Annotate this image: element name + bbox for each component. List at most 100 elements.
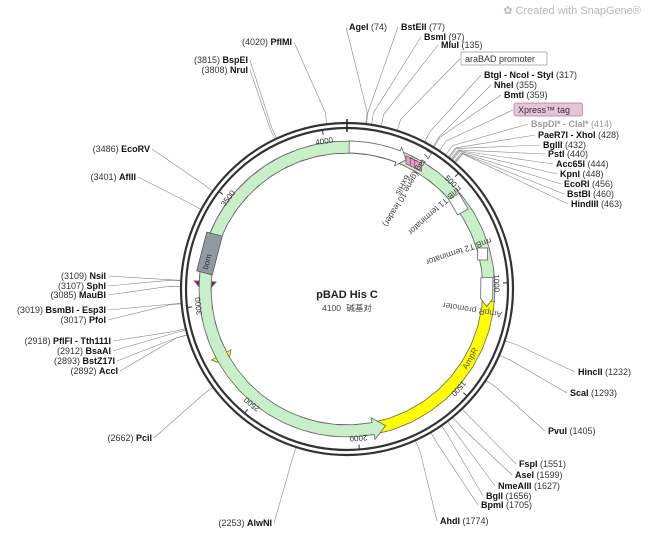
- rrnb-t1-box: [448, 192, 469, 216]
- site-kpni[interactable]: KpnI (448): [560, 169, 604, 179]
- site-position: (2918): [24, 336, 53, 346]
- leader-line-bstbi: [454, 153, 565, 195]
- site-arabad-promoter[interactable]: araBAD promoter: [460, 51, 548, 66]
- site-name: PciI: [136, 433, 152, 443]
- site-text: (3808) NruI: [201, 65, 248, 75]
- site-nsii[interactable]: (3109) NsiI: [61, 271, 106, 281]
- site-bglii[interactable]: BglII (432): [543, 140, 586, 150]
- site-nhei[interactable]: NheI (355): [494, 80, 537, 90]
- site-hincii[interactable]: HincII (1232): [578, 367, 631, 377]
- site-bspei[interactable]: (3815) BspEI: [194, 55, 248, 65]
- site-position: (2893): [54, 356, 83, 366]
- leader-line-btgi-ncoi-styi: [424, 74, 482, 142]
- site-position: (432): [563, 140, 587, 150]
- site-xpress-tag[interactable]: Xpress™ tag: [513, 102, 583, 117]
- leader-line-bpmi: [430, 433, 479, 506]
- site-position: (1656): [503, 491, 532, 501]
- leader-line-agei: [345, 26, 368, 124]
- site-pvui[interactable]: PvuI (1405): [548, 426, 596, 436]
- tick-4000: [321, 129, 324, 135]
- site-pflmi[interactable]: (4020) PflMI: [242, 37, 292, 47]
- site-agei[interactable]: AgeI (74): [349, 22, 387, 32]
- site-name: ScaI: [570, 388, 589, 398]
- site-name: BspEI: [222, 55, 248, 65]
- site-pfoi[interactable]: (3017) PfoI: [60, 315, 106, 325]
- site-alwni[interactable]: (2253) AlwNI: [218, 518, 272, 528]
- leader-line-bsmi: [371, 36, 422, 124]
- site-name: AhdI: [440, 516, 460, 526]
- site-sphi[interactable]: (3107) SphI: [58, 281, 106, 291]
- site-scai[interactable]: ScaI (1293): [570, 388, 617, 398]
- site-ahdi[interactable]: AhdI (1774): [440, 516, 489, 526]
- site-paer7i-xhoi[interactable]: PaeR7I - XhoI (428): [538, 130, 619, 140]
- site-acc65i[interactable]: Acc65I (444): [556, 159, 609, 169]
- label-leader-lines: [107, 26, 576, 524]
- site-bstbi[interactable]: BstBI (460): [567, 189, 614, 199]
- leader-line-scai: [499, 355, 568, 394]
- site-position: (1705): [504, 500, 533, 510]
- site-maubi[interactable]: (3085) MauBI: [50, 290, 106, 300]
- site-pflfi-tth111i[interactable]: (2918) PflFI - Tth111I: [24, 336, 111, 346]
- leader-line-hincii: [505, 340, 576, 373]
- feature-arabad-promoter[interactable]: [348, 140, 407, 167]
- site-bspdi-clai[interactable]: BspDI* - ClaI* (414): [531, 119, 612, 129]
- site-text: (3815) BspEI: [194, 55, 248, 65]
- site-bsaai[interactable]: (2912) BsaAI: [57, 346, 111, 356]
- leader-line-bmti: [434, 94, 502, 147]
- leader-line-bspdi-clai: [445, 123, 529, 155]
- site-bsmbi-esp3i[interactable]: (3019) BsmBI - Esp3I: [17, 305, 106, 315]
- site-text: (3109) NsiI: [61, 271, 106, 281]
- site-position: (456): [590, 179, 614, 189]
- site-bsmi[interactable]: BsmI (97): [424, 32, 465, 42]
- site-bstz17i[interactable]: (2893) BstZ17I: [54, 356, 115, 366]
- site-labels[interactable]: AgeI (74) BstEII (77)BsmI (97)MluI (135) a…: [17, 22, 631, 528]
- leader-line-nsii: [107, 275, 181, 281]
- site-name: AflII: [119, 172, 136, 182]
- site-position: (317): [554, 70, 578, 80]
- site-position: (3017): [60, 315, 89, 325]
- site-text: BsmI (97): [424, 32, 465, 42]
- site-name: AccI: [99, 366, 118, 376]
- site-bgli[interactable]: BglI (1656): [486, 491, 532, 501]
- site-text: BspDI* - ClaI* (414): [531, 119, 612, 129]
- site-name: BstZ17I: [82, 356, 115, 366]
- site-bmti[interactable]: BmtI (359): [504, 90, 548, 100]
- site-aflii[interactable]: (3401) AflII: [90, 172, 136, 182]
- site-acci[interactable]: (2892) AccI: [70, 366, 118, 376]
- site-ecorv[interactable]: (3486) EcoRV: [93, 144, 150, 154]
- site-btgi-ncoi-styi[interactable]: BtgI - NcoI - StyI (317): [484, 70, 577, 80]
- site-text: EcoRI (456): [564, 179, 613, 189]
- leader-line-fspi: [462, 409, 517, 465]
- leader-line-nrui: [249, 69, 276, 139]
- leader-line-pfoi: [107, 303, 181, 321]
- site-name: PaeR7I - XhoI: [538, 130, 596, 140]
- site-hindiii[interactable]: HindIII (463): [571, 199, 622, 209]
- site-pcii[interactable]: (2662) PciI: [107, 433, 152, 443]
- site-asei[interactable]: AseI (1599): [515, 470, 563, 480]
- ampr-promoter-arrow: [480, 277, 494, 308]
- site-bsteii[interactable]: BstEII (77): [401, 22, 445, 32]
- site-position: (3815): [194, 55, 223, 65]
- site-ecori[interactable]: EcoRI (456): [564, 179, 613, 189]
- tick-3000: [187, 306, 193, 308]
- site-name: NmeAIII: [498, 481, 532, 491]
- site-fspi[interactable]: FspI (1551): [519, 459, 566, 469]
- site-text: BstBI (460): [567, 189, 614, 199]
- site-mlui[interactable]: MluI (135): [441, 40, 483, 50]
- site-position: (74): [369, 22, 388, 32]
- site-name: BstEII: [401, 22, 427, 32]
- site-psti[interactable]: PstI (440): [548, 149, 588, 159]
- leader-line-alwni: [273, 447, 297, 524]
- feature-bom[interactable]: bom: [196, 231, 223, 276]
- site-position: (460): [591, 189, 615, 199]
- leader-line-arabad-promoter: [397, 58, 461, 130]
- site-bpmi[interactable]: BpmI (1705): [481, 500, 532, 510]
- site-nrui[interactable]: (3808) NruI: [201, 65, 248, 75]
- site-position: (359): [524, 90, 548, 100]
- leader-line-bsteii: [366, 26, 399, 124]
- site-name: BtgI - NcoI - StyI: [484, 70, 554, 80]
- site-text: HindIII (463): [571, 199, 622, 209]
- tick-2500: [244, 409, 249, 414]
- site-nmeaiii[interactable]: NmeAIII (1627): [498, 481, 560, 491]
